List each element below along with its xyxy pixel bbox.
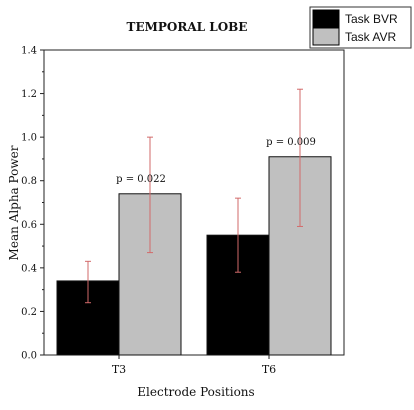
plot-area: 0.0 0.2 0.4 0.6 0.8 1.0 1.2 1.4 T3 p = 0.022 T6 p =… — [21, 46, 345, 376]
legend: Task BVR Task AVR — [309, 6, 412, 49]
y-tick-label: 1.0 — [21, 133, 37, 144]
legend-swatch-task-bvr — [312, 9, 340, 28]
y-tick-label: 0.2 — [21, 307, 37, 318]
y-tick-label: 0.4 — [21, 263, 37, 274]
y-axis-label: Mean Alpha Power — [7, 145, 21, 260]
x-tick-label-t3: T3 — [112, 363, 126, 376]
y-tick-label: 0.6 — [21, 220, 37, 231]
x-tick-label-t6: T6 — [262, 363, 276, 376]
p-value-annotation-t3: p = 0.022 — [116, 174, 166, 185]
chart-title: TEMPORAL LOBE — [127, 20, 248, 34]
y-tick-label: 0.8 — [21, 176, 37, 187]
y-tick-label: 0.0 — [21, 351, 37, 362]
legend-swatch-task-avr — [312, 27, 340, 46]
y-tick-label: 1.2 — [21, 89, 37, 100]
x-axis-label: Electrode Positions — [137, 385, 254, 399]
legend-label-task-bvr: Task BVR — [345, 12, 398, 26]
y-tick-label: 1.4 — [21, 46, 37, 57]
legend-label-task-avr: Task AVR — [345, 30, 396, 44]
p-value-annotation-t6: p = 0.009 — [266, 137, 316, 148]
